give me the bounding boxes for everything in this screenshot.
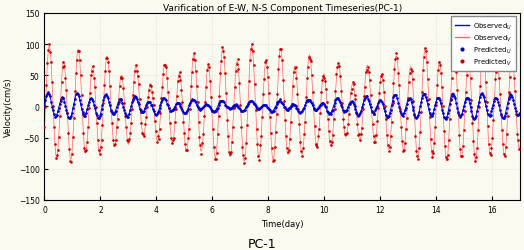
X-axis label: Time(day): Time(day) — [261, 220, 303, 228]
Legend: Observed$_U$, Observed$_V$, Predicted$_U$, Predicted$_V$: Observed$_U$, Observed$_V$, Predicted$_U… — [451, 17, 516, 72]
Y-axis label: Velocity(cm/s): Velocity(cm/s) — [4, 77, 13, 137]
Text: PC-1: PC-1 — [248, 237, 276, 250]
Title: Varification of E-W, N-S Component Timeseries(PC-1): Varification of E-W, N-S Component Times… — [162, 4, 402, 13]
